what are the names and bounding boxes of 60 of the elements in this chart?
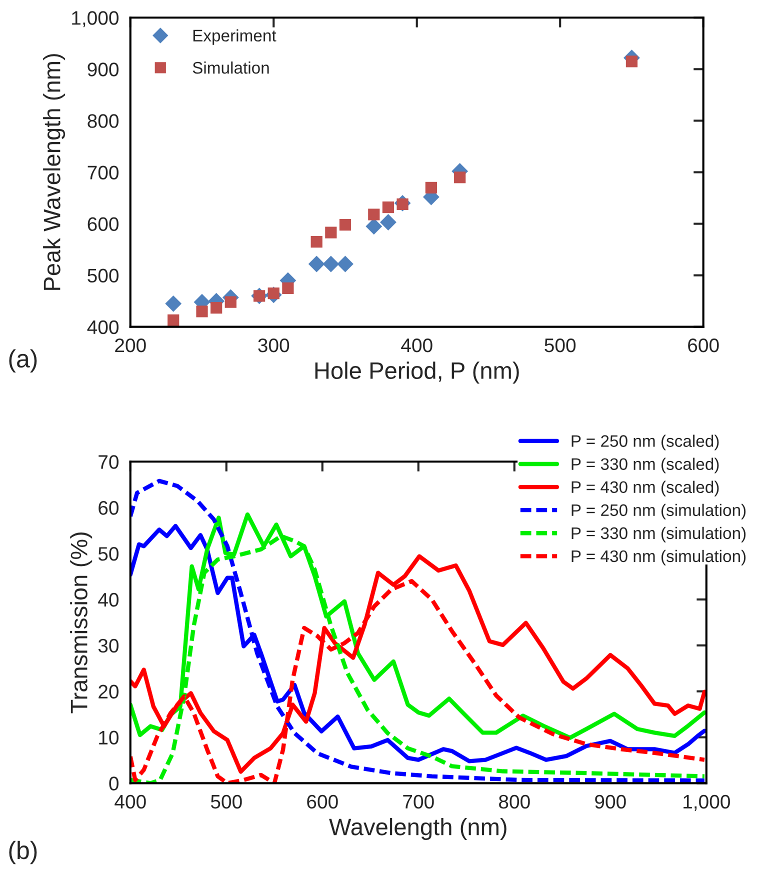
x-tick-label: 700 — [403, 794, 434, 809]
point — [366, 218, 382, 235]
legend-label: P = 430 nm (scaled) — [572, 480, 719, 496]
y-tick-label: 70 — [98, 455, 119, 469]
legend-label: P = 430 nm (simulation) — [572, 550, 746, 566]
x-tick-label: 500 — [210, 794, 242, 809]
point — [310, 236, 322, 248]
legend-label: P = 250 nm (scaled) — [572, 434, 719, 450]
text: (a) — [9, 349, 37, 373]
x-tick-label: 300 — [258, 338, 290, 352]
x-tick-label: 500 — [544, 338, 576, 352]
legend-label: P = 330 nm (scaled) — [572, 458, 719, 474]
point — [339, 218, 352, 231]
legend-label: P = 250 nm (simulation) — [572, 504, 746, 520]
y-axis-title: Peak Wavelength (nm) — [43, 54, 66, 290]
x-tick-label: 900 — [595, 794, 626, 809]
text: (b) — [9, 840, 37, 864]
x-axis-title: Hole Period, P (nm) — [315, 362, 519, 384]
y-tick-label: 500 — [88, 268, 119, 283]
point — [224, 296, 236, 308]
x-tick-label: 400 — [114, 794, 146, 809]
point — [210, 302, 222, 314]
legend-label: Simulation — [192, 61, 269, 74]
y-tick-label: 40 — [98, 592, 119, 607]
y-axis-title: Transmission (%) — [70, 532, 92, 714]
y-tick-label: 700 — [88, 166, 119, 180]
point — [322, 256, 340, 272]
y-tick-label: 50 — [98, 546, 119, 561]
y-tick-label: 10 — [99, 730, 119, 745]
x-tick-label: 600 — [307, 794, 338, 809]
y-tick-label: 900 — [88, 62, 119, 76]
x-axis-title: Wavelength (nm) — [329, 818, 506, 840]
x-tick-label: 800 — [499, 794, 530, 809]
y-tick-label: 600 — [88, 217, 119, 232]
point — [196, 306, 208, 318]
y-tick-label: 0 — [109, 776, 119, 790]
point — [337, 256, 354, 272]
y-tick-label: 60 — [98, 501, 119, 515]
y-tick-label: 800 — [88, 114, 119, 128]
x-tick-label: 400 — [401, 338, 432, 352]
point — [282, 282, 294, 294]
x-tick-label: 600 — [688, 338, 719, 352]
legend-label: Experiment — [193, 29, 276, 45]
point — [454, 172, 466, 184]
y-tick-label: 20 — [98, 684, 119, 699]
point — [380, 214, 396, 230]
y-tick-label: 30 — [98, 638, 119, 653]
y-tick-label: 400 — [87, 320, 119, 334]
point — [325, 226, 337, 238]
point — [425, 182, 437, 194]
point — [168, 314, 180, 326]
point — [165, 295, 182, 312]
x-tick-label: 200 — [115, 338, 146, 352]
point — [626, 56, 638, 68]
x-tick-label: 1,000 — [684, 794, 730, 811]
point — [382, 201, 394, 214]
point — [368, 208, 380, 220]
point — [308, 256, 325, 272]
y-tick-label: 1,000 — [72, 11, 119, 28]
legend-label: P = 330 nm (simulation) — [572, 526, 746, 542]
